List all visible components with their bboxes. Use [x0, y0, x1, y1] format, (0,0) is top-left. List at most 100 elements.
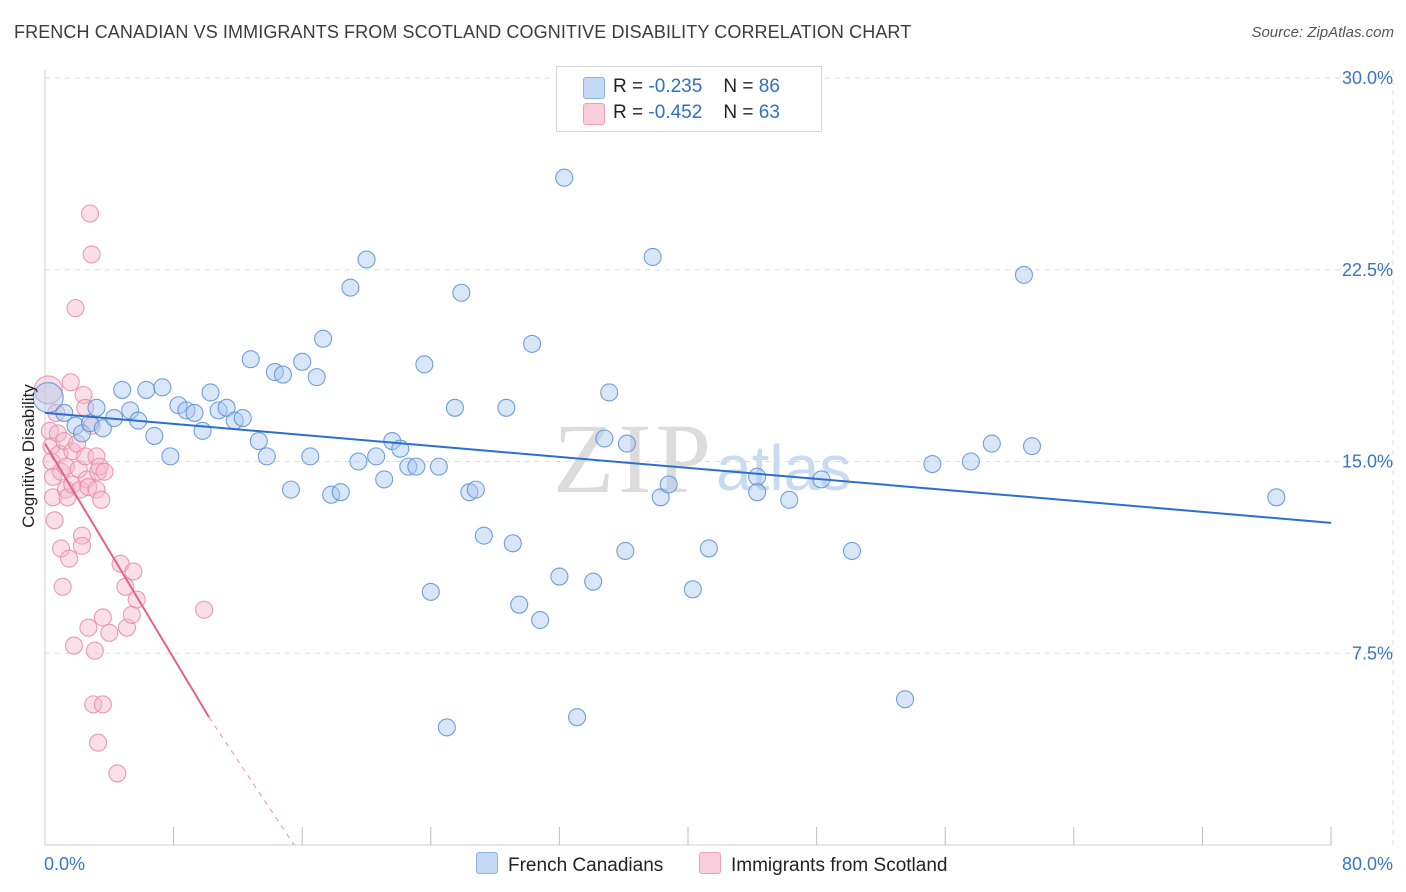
- data-point-french-canadians: [445, 398, 464, 417]
- data-point-immigrants-from-scotland: [195, 600, 214, 619]
- chart-source: Source: ZipAtlas.com: [1251, 24, 1394, 41]
- bottom-legend-immigrants-from-scotland: Immigrants from Scotland: [699, 852, 947, 877]
- data-point-french-canadians: [923, 455, 942, 474]
- y-tick-label: 30.0%: [1342, 68, 1393, 88]
- data-point-french-canadians: [961, 452, 980, 471]
- y-tick-label: 22.5%: [1342, 260, 1393, 280]
- data-point-french-canadians: [474, 526, 493, 545]
- data-point-immigrants-from-scotland: [82, 245, 101, 264]
- data-point-french-canadians: [982, 434, 1001, 453]
- data-point-french-canadians: [307, 368, 326, 387]
- data-point-french-canadians: [293, 352, 312, 371]
- y-tick-label: 15.0%: [1342, 452, 1393, 472]
- data-point-french-canadians: [550, 567, 569, 586]
- data-point-french-canadians: [1267, 488, 1286, 507]
- data-point-immigrants-from-scotland: [79, 618, 98, 637]
- data-point-french-canadians: [531, 610, 550, 630]
- data-point-french-canadians: [273, 365, 292, 384]
- series-french-canadians: [32, 79, 1286, 737]
- data-point-french-canadians: [699, 539, 718, 558]
- data-point-immigrants-from-scotland: [108, 764, 127, 783]
- data-point-french-canadians: [659, 475, 678, 494]
- data-point-immigrants-from-scotland: [87, 480, 106, 499]
- tick-labels: 7.5% 15.0% 22.5% 30.0% 0.0% 80.0%: [44, 68, 1393, 874]
- data-point-french-canadians: [249, 431, 268, 451]
- data-point-french-canadians: [437, 718, 456, 737]
- data-point-immigrants-from-scotland: [61, 373, 80, 392]
- data-point-french-canadians: [523, 334, 542, 353]
- data-point-french-canadians: [683, 580, 702, 599]
- data-point-french-canadians: [331, 483, 350, 502]
- data-point-french-canadians: [748, 467, 767, 486]
- correlation-legend: R = -0.235 N = 86 R = -0.452 N = 63: [556, 66, 822, 132]
- bottom-legend-label-blue: French Canadians: [508, 855, 664, 876]
- data-point-french-canadians: [503, 534, 522, 553]
- data-point-french-canadians: [651, 488, 670, 507]
- data-point-immigrants-from-scotland: [48, 424, 67, 443]
- data-point-french-canadians: [113, 380, 132, 399]
- legend-n-label: N =: [723, 76, 754, 97]
- data-point-french-canadians: [217, 398, 236, 417]
- data-point-french-canadians: [617, 434, 636, 453]
- data-point-french-canadians: [367, 447, 386, 466]
- data-point-french-canadians: [842, 541, 862, 561]
- data-point-french-canadians: [185, 403, 204, 422]
- data-point-french-canadians: [780, 490, 799, 509]
- data-point-french-canadians: [257, 447, 276, 466]
- data-point-french-canadians: [584, 572, 603, 591]
- data-point-immigrants-from-scotland: [87, 447, 106, 466]
- data-point-immigrants-from-scotland: [53, 577, 72, 596]
- y-tick-label: 7.5%: [1352, 643, 1393, 663]
- data-point-french-canadians: [349, 452, 368, 471]
- data-point-french-canadians: [153, 378, 172, 397]
- data-point-french-canadians: [241, 350, 260, 369]
- x-tick-label: 0.0%: [44, 854, 85, 874]
- data-point-immigrants-from-scotland: [90, 457, 109, 476]
- bottom-legend-french-canadians: French Canadians: [476, 852, 663, 877]
- data-point-immigrants-from-scotland: [88, 733, 108, 752]
- legend-r-label: R =: [613, 102, 644, 123]
- data-point-immigrants-from-scotland: [124, 562, 143, 581]
- legend-r-value: -0.452: [648, 102, 703, 123]
- data-point-immigrants-from-scotland: [93, 608, 112, 627]
- data-point-french-canadians: [301, 447, 320, 466]
- legend-n-value: 86: [758, 76, 780, 97]
- data-point-french-canadians: [895, 690, 915, 709]
- data-point-french-canadians: [1022, 437, 1042, 456]
- data-point-immigrants-from-scotland: [33, 375, 63, 405]
- data-point-immigrants-from-scotland: [80, 204, 100, 223]
- data-point-french-canadians: [314, 329, 333, 348]
- data-point-immigrants-from-scotland: [100, 623, 119, 642]
- axes: [44, 70, 1332, 846]
- data-point-french-canadians: [233, 408, 252, 428]
- data-point-immigrants-from-scotland: [85, 641, 104, 660]
- data-point-immigrants-from-scotland: [64, 636, 83, 655]
- data-point-immigrants-from-scotland: [93, 695, 112, 714]
- data-point-french-canadians: [643, 247, 662, 267]
- data-point-french-canadians: [87, 398, 106, 417]
- data-point-french-canadians: [281, 480, 300, 499]
- legend-text-pink: R = -0.452 N = 63: [613, 102, 780, 124]
- legend-r-label: R =: [613, 76, 644, 97]
- data-point-french-canadians: [193, 421, 212, 440]
- y-axis-label: Cognitive Disability: [19, 384, 38, 528]
- data-point-french-canadians: [429, 457, 448, 476]
- data-point-french-canadians: [748, 483, 767, 502]
- bottom-legend-label-pink: Immigrants from Scotland: [731, 855, 948, 876]
- data-point-immigrants-from-scotland: [60, 549, 79, 568]
- grid-lines: [45, 70, 1394, 845]
- data-point-immigrants-from-scotland: [122, 605, 141, 624]
- data-point-french-canadians: [375, 470, 394, 489]
- data-point-french-canadians: [497, 398, 516, 417]
- data-point-french-canadians: [1014, 265, 1034, 284]
- data-point-french-canadians: [421, 582, 440, 601]
- data-point-french-canadians: [616, 541, 635, 561]
- trend-line-french-canadians: [44, 411, 1332, 524]
- data-point-french-canadians: [66, 416, 85, 435]
- legend-swatch-pink: [583, 103, 605, 125]
- data-point-french-canadians: [145, 426, 164, 445]
- watermark: ZIP atlas: [553, 403, 851, 514]
- trend-line-extension-immigrants-from-scotland: [208, 716, 295, 846]
- data-point-immigrants-from-scotland: [66, 299, 85, 318]
